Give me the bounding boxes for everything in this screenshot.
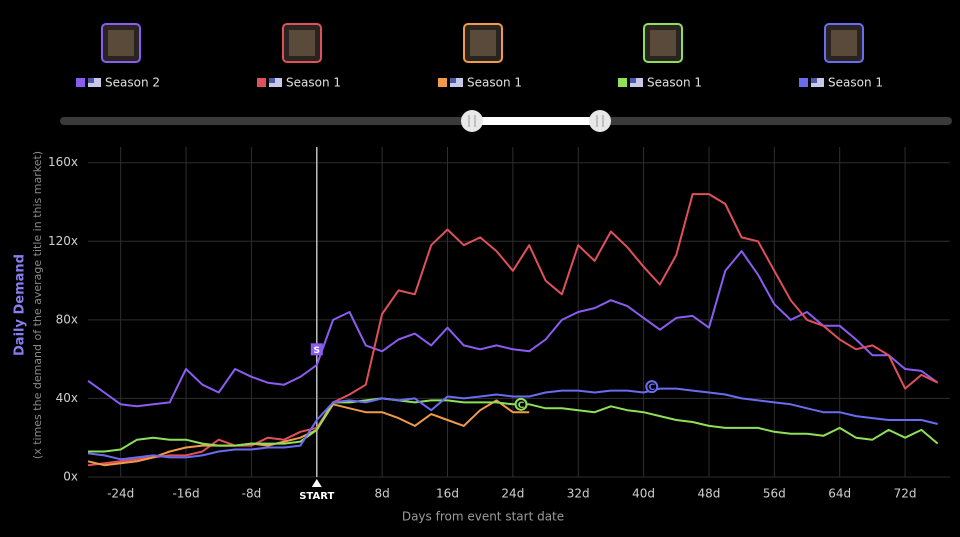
series-line xyxy=(87,387,938,461)
event-marker xyxy=(645,380,659,394)
x-axis-label: Days from event start date xyxy=(402,510,564,524)
legend-swatch xyxy=(257,78,266,87)
series-line xyxy=(87,193,939,467)
flag-icon xyxy=(269,78,282,87)
y-tick-label: 40x xyxy=(56,391,78,405)
legend-item: Season 1 xyxy=(438,23,522,90)
range-slider[interactable] xyxy=(60,110,952,132)
legend-label: Season 1 xyxy=(647,76,702,90)
x-tick-label: 16d xyxy=(436,487,459,501)
x-tick-label: -16d xyxy=(172,487,199,501)
flag-stripe xyxy=(88,78,94,83)
flag-icon xyxy=(630,78,643,87)
event-marker xyxy=(514,397,528,411)
poster-art xyxy=(289,30,315,56)
legend-item: Season 1 xyxy=(618,23,702,90)
flag-icon xyxy=(811,78,824,87)
poster-art xyxy=(108,30,134,56)
slider-handle[interactable] xyxy=(461,110,483,132)
legend-item: Season 1 xyxy=(257,23,341,90)
series-line xyxy=(87,250,939,408)
series-line xyxy=(88,397,939,453)
poster-art xyxy=(650,30,676,56)
flag-stripe xyxy=(269,78,275,83)
start-marker xyxy=(311,479,322,487)
x-tick-label: 8d xyxy=(375,487,390,501)
y-tick-label: 80x xyxy=(56,312,78,326)
legend-item: Season 2 xyxy=(76,23,160,90)
event-marker xyxy=(310,343,323,356)
x-tick-label: -8d xyxy=(242,487,262,501)
y-axis-sublabel: (x times the demand of the average title… xyxy=(31,151,44,459)
x-tick-label: -24d xyxy=(107,487,134,501)
legend-label: Season 1 xyxy=(286,76,341,90)
poster-art xyxy=(831,30,857,56)
legend-swatch xyxy=(76,78,85,87)
flag-icon xyxy=(450,78,463,87)
legend-swatch xyxy=(438,78,447,87)
legend-label: Season 2 xyxy=(105,76,160,90)
legend-swatch xyxy=(799,78,808,87)
legend-item: Season 1 xyxy=(799,23,883,90)
x-tick-label: 24d xyxy=(501,487,524,501)
x-tick-label: 40d xyxy=(632,487,655,501)
flag-stripe xyxy=(630,78,636,83)
poster-art xyxy=(470,30,496,56)
x-tick-label: 32d xyxy=(567,487,590,501)
legend-swatch xyxy=(618,78,627,87)
legend-label: Season 1 xyxy=(828,76,883,90)
slider-range xyxy=(472,117,600,125)
event-marker-label: S xyxy=(314,346,320,356)
flag-stripe xyxy=(450,78,456,83)
event-marker-label: C xyxy=(648,383,655,393)
x-tick-label: 72d xyxy=(894,487,917,501)
y-tick-label: 120x xyxy=(48,234,78,248)
x-tick-label: 56d xyxy=(763,487,786,501)
x-tick-label: 64d xyxy=(828,487,851,501)
x-tick-label: START xyxy=(299,491,334,502)
flag-stripe xyxy=(811,78,817,83)
y-tick-label: 160x xyxy=(48,155,78,169)
x-tick-label: 48d xyxy=(698,487,721,501)
y-axis-label: Daily Demand xyxy=(13,254,28,356)
legend-label: Season 1 xyxy=(467,76,522,90)
slider-handle[interactable] xyxy=(589,110,611,132)
y-tick-label: 0x xyxy=(63,470,78,484)
event-marker-label: C xyxy=(518,401,525,411)
flag-icon xyxy=(88,78,101,87)
